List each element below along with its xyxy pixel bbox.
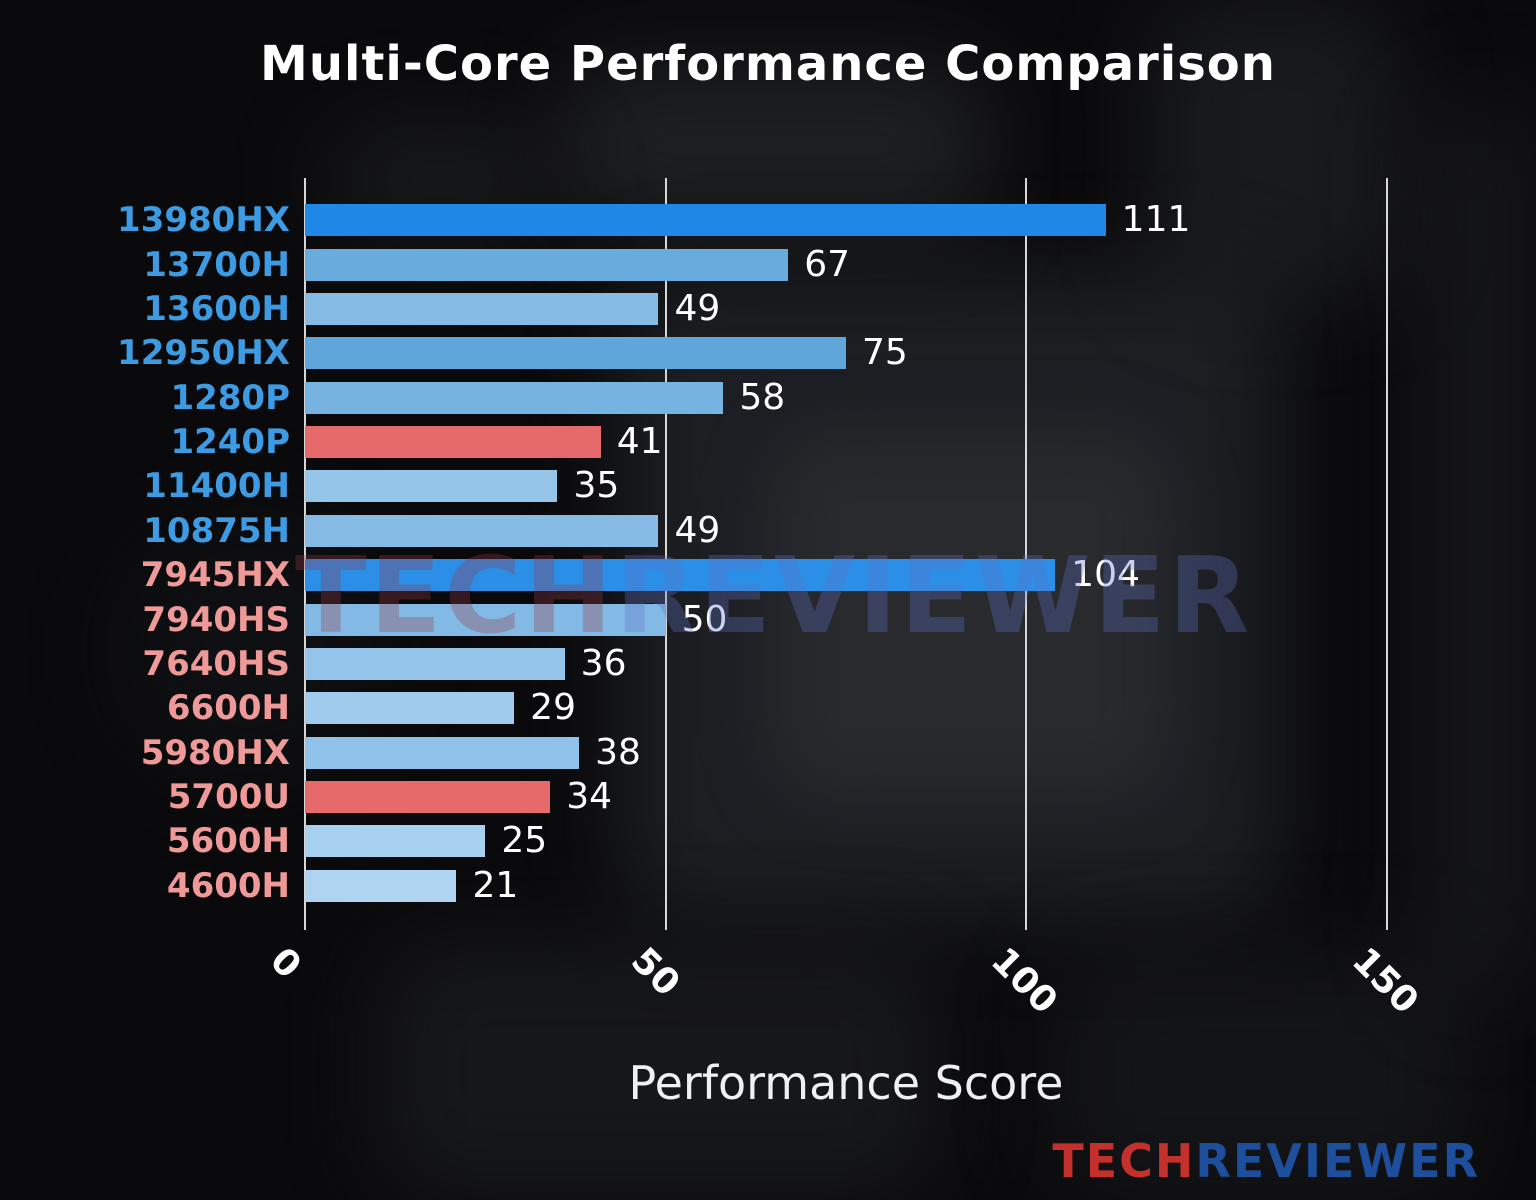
category-label-13700H: 13700H [143,244,290,285]
category-label-7945HX: 7945HX [140,555,290,596]
bar-row: 41 [305,420,1387,464]
chart-title: Multi-Core Performance Comparison [260,36,1276,92]
category-label-7940HS: 7940HS [142,599,290,640]
bar-6600H [305,692,515,725]
background-blob-bottom-right [1050,950,1470,1200]
bar-value-label: 111 [1121,199,1191,241]
bar-value-label: 75 [862,332,908,374]
category-label-5700U: 5700U [167,777,290,818]
category-label-13980HX: 13980HX [117,200,290,241]
bar-value-label: 104 [1071,554,1140,596]
bar-value-label: 49 [674,509,721,551]
x-tick-label-100: 100 [983,940,1066,1023]
category-label-4600H: 4600H [166,865,290,906]
bar-row: 49 [305,509,1387,553]
bar-10875H [305,514,659,547]
bar-row: 35 [305,464,1387,508]
bar-value-label: 38 [595,731,641,773]
bar-value-label: 29 [530,687,576,729]
bar-value-label: 49 [674,287,721,329]
x-ticks: 0 50 100 150 [262,940,1426,1030]
category-label-10875H: 10875H [143,510,290,551]
bar-1240P [305,426,601,459]
techreviewer-logo: TECHREVIEWER [1052,1134,1480,1188]
bar-value-label: 34 [566,776,613,818]
bar-row: 21 [305,864,1387,908]
bar-value-label: 35 [573,465,620,507]
background-strip-right [1420,100,1536,1000]
bar-row: 34 [305,775,1387,819]
x-tick-label-0: 0 [262,940,309,987]
bar-value-label: 36 [580,642,627,684]
bar-row: 58 [305,376,1387,420]
logo-reviewer: REVIEWER [1195,1134,1480,1188]
bar-row: 75 [305,331,1387,375]
category-label-1240P: 1240P [170,422,290,463]
bar-13700H [305,248,789,281]
bar-12950HX [305,337,846,370]
bar-row: 111 [305,198,1387,242]
x-axis-label: Performance Score [628,1056,1064,1110]
bar-value-label: 58 [739,376,786,418]
bar-rows: 111 67 49 75 58 41 35 49 104 50 36 29 38 34 25 21 [305,198,1387,908]
bar-row: 49 [305,287,1387,331]
x-tick-label-50: 50 [622,940,688,1005]
bar-row: 67 [305,242,1387,286]
bar-row: 50 [305,597,1387,641]
category-label-7640HS: 7640HS [142,643,290,684]
bar-row: 104 [305,553,1387,597]
gridline-x-100 [1025,178,1028,930]
category-label-5980HX: 5980HX [140,732,290,773]
logo-tech: TECH [1052,1134,1196,1188]
bar-5980HX [305,736,580,769]
bar-row: 29 [305,686,1387,730]
bar-11400H [305,470,558,503]
category-labels: 13980HX 13700H 13600H 12950HX 1280P 1240P 1140… [0,198,290,908]
bar-row: 25 [305,819,1387,863]
category-label-5600H: 5600H [166,821,290,862]
gridline-x-0 [304,178,306,930]
category-label-6600H: 6600H [166,688,290,729]
bar-5700U [305,781,551,814]
bar-row: 36 [305,642,1387,686]
bar-7945HX [305,559,1056,592]
bar-row: 38 [305,731,1387,775]
bar-13600H [305,292,659,325]
category-label-12950HX: 12950HX [117,333,290,374]
bar-4600H [305,869,457,902]
bar-1280P [305,381,724,414]
bar-7940HS [305,603,666,636]
background-cpu-chip [770,430,1170,800]
bar-value-label: 41 [616,421,663,463]
category-label-1280P: 1280P [170,377,290,418]
bar-value-label: 25 [501,820,548,862]
bar-13980HX [305,204,1106,237]
bar-5600H [305,825,486,858]
background-blob-bottom [380,940,940,1200]
bar-value-label: 67 [804,243,851,285]
background-highlight-top [560,60,990,230]
bar-value-label: 50 [681,598,728,640]
gridline-x-50 [664,178,667,930]
bar-value-label: 21 [472,864,519,906]
plot-area: 111 67 49 75 58 41 35 49 104 50 36 29 38 34 25 21 [304,178,1388,930]
category-label-11400H: 11400H [143,466,290,507]
bar-7640HS [305,647,565,680]
gridline-x-150 [1386,178,1388,930]
category-label-13600H: 13600H [143,288,290,329]
background-highlight-right [1150,0,1400,300]
